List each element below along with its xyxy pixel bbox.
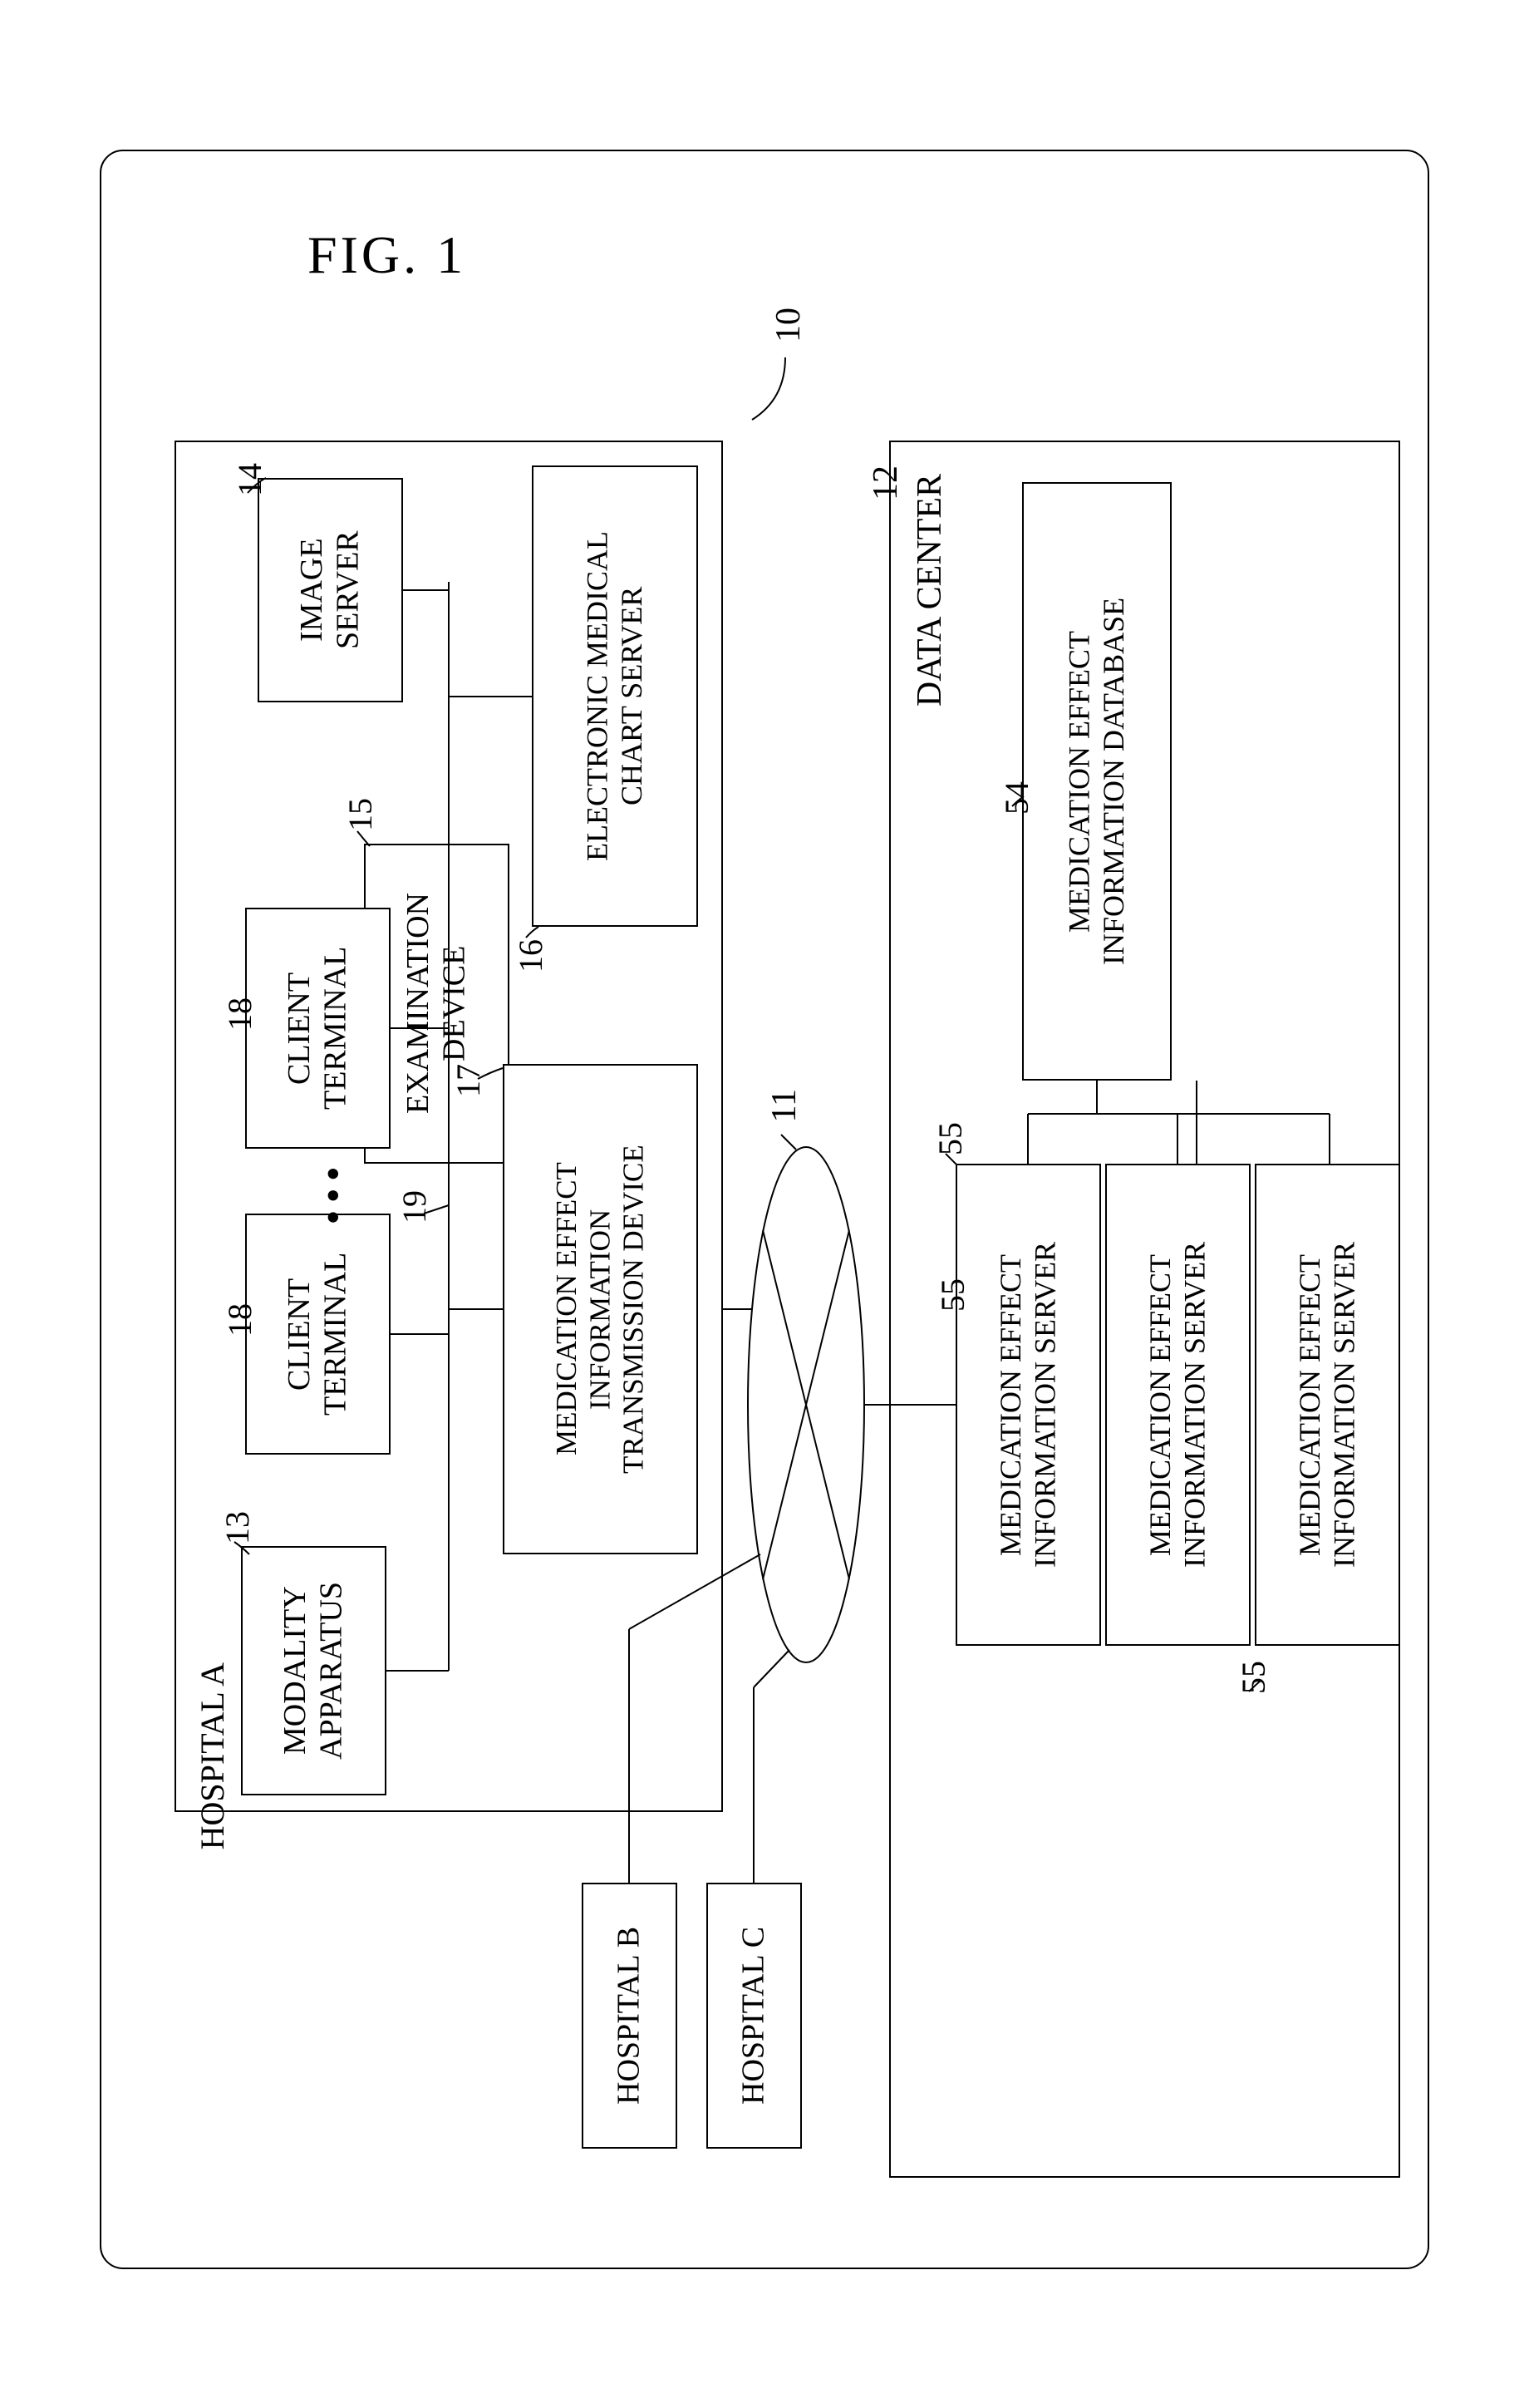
network-ref-label: 11 [764, 1089, 804, 1122]
client-terminal-2-ref: 18 [220, 997, 259, 1031]
client-terminal-1-block: CLIENTTERMINAL [245, 1214, 391, 1455]
mei-server-2-block: MEDICATION EFFECTINFORMATION SERVER [1105, 1164, 1251, 1646]
mei-server-1-block: MEDICATION EFFECTINFORMATION SERVER [956, 1164, 1101, 1646]
hospital-a-title: HOSPITAL A [193, 1662, 232, 1849]
mei-server-3-block: MEDICATION EFFECTINFORMATION SERVER [1255, 1164, 1400, 1646]
meit-device-ref: 17 [449, 1064, 488, 1097]
examination-ref: 15 [341, 798, 380, 831]
hospital-c-block: HOSPITAL C [706, 1883, 802, 2149]
modality-block: MODALITYAPPARATUS [241, 1546, 386, 1795]
system-ref-label: 10 [769, 308, 809, 342]
emr-server-block: ELECTRONIC MEDICALCHART SERVER [532, 465, 698, 927]
ellipsis-dots: ••• [309, 1160, 358, 1225]
diagram-canvas: FIG. 1 10 HOSPITAL A IMAGESERVER 14 MODA… [0, 0, 1524, 2408]
client-terminal-1-ref: 18 [220, 1303, 259, 1337]
modality-ref: 13 [218, 1511, 257, 1544]
bus-ref: 19 [395, 1190, 434, 1224]
image-server-block: IMAGESERVER [258, 478, 403, 702]
data-center-title: DATA CENTER [910, 474, 950, 707]
mei-database-ref: 54 [997, 781, 1036, 815]
client-terminal-2-block: CLIENTTERMINAL [245, 908, 391, 1149]
mei-server-2-ref: 55 [933, 1278, 972, 1312]
mei-server-1-ref: 55 [931, 1122, 970, 1155]
mei-server-3-ref: 55 [1234, 1661, 1273, 1694]
figure-title: FIG. 1 [307, 224, 466, 286]
meit-device-block: MEDICATION EFFECTINFORMATIONTRANSMISSION… [503, 1064, 698, 1554]
image-server-ref: 14 [230, 463, 269, 496]
hospital-b-block: HOSPITAL B [582, 1883, 677, 2149]
emr-server-ref: 16 [511, 939, 550, 973]
data-center-ref: 12 [866, 465, 906, 500]
mei-database-block: MEDICATION EFFECTINFORMATION DATABASE [1022, 482, 1172, 1081]
